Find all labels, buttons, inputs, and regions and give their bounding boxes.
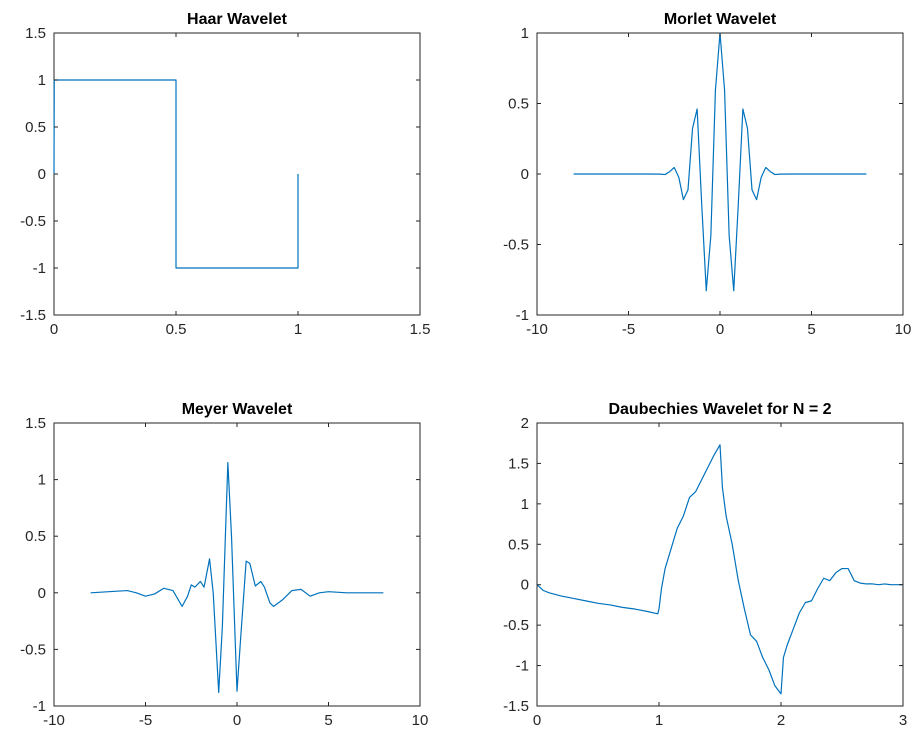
x-tick-label: 2 (777, 712, 785, 729)
y-tick-label: -1.5 (20, 307, 46, 324)
x-tick-label: 10 (895, 321, 912, 338)
subplot-2: -10 -5 0 5 10 -1 -0.5 0 0.5 1 Morlet Wavelet (503, 11, 911, 338)
x-tick-label: -10 (43, 712, 65, 729)
chart-title: Haar Wavelet (187, 11, 288, 28)
y-tick-label: -1 (33, 698, 46, 715)
y-tick-label: -0.5 (503, 617, 529, 634)
y-tick-label: 0.5 (508, 96, 529, 113)
y-tick-label: 0.5 (508, 536, 529, 553)
y-tick-label: 0 (38, 166, 46, 183)
y-tick-label: 0 (521, 166, 529, 183)
x-tick-label: 3 (899, 712, 907, 729)
x-tick-label: 0 (50, 321, 58, 338)
axes-box (536, 422, 904, 707)
y-tick-label: -0.5 (20, 213, 46, 230)
x-tick-label: 1 (655, 712, 663, 729)
chart-title: Meyer Wavelet (182, 401, 293, 418)
x-tick-label: 10 (412, 712, 429, 729)
x-tick-label: 0.5 (166, 321, 187, 338)
x-tick-label: 5 (324, 712, 332, 729)
x-tick-label: -5 (622, 321, 635, 338)
y-tick-label: 0 (38, 585, 46, 602)
y-tick-label: -1.5 (503, 698, 529, 715)
y-tick-label: 1.5 (25, 25, 46, 42)
x-tick-label: 1.5 (410, 321, 431, 338)
y-tick-label: 1 (521, 496, 529, 513)
series-line (536, 444, 903, 695)
series-line (53, 79, 299, 269)
y-tick-label: -0.5 (503, 237, 529, 254)
y-tick-label: 0.5 (25, 119, 46, 136)
y-tick-label: -0.5 (20, 641, 46, 658)
y-tick-label: 1.5 (25, 415, 46, 432)
y-tick-label: -1 (33, 260, 46, 277)
y-tick-label: -1 (516, 658, 529, 675)
x-tick-label: 1 (294, 321, 302, 338)
subplot-1: 0 0.5 1 1.5 -1.5 -1 -0.5 0 0.5 1 1.5 Haar Wavelet (20, 11, 430, 338)
x-tick-label: -5 (139, 712, 152, 729)
y-tick-label: 1.5 (508, 455, 529, 472)
chart-title: Daubechies Wavelet for N = 2 (608, 401, 831, 418)
subplot-3: -10 -5 0 5 10 -1 -0.5 0 0.5 1 1.5 Meyer Wavelet (20, 401, 428, 729)
axes-box (53, 32, 421, 316)
y-tick-label: 2 (521, 415, 529, 432)
chart-title: Morlet Wavelet (664, 11, 777, 28)
x-tick-label: -10 (526, 321, 548, 338)
x-tick-label: 0 (716, 321, 724, 338)
subplot-4: 0 1 2 3 -1.5 -1 -0.5 0 0.5 1 1.5 2 Daubechies Wavele… (503, 401, 907, 729)
y-tick-label: 1 (38, 472, 46, 489)
y-tick-label: 1 (38, 72, 46, 89)
x-tick-label: 0 (233, 712, 241, 729)
y-tick-label: 0 (521, 577, 529, 594)
axes-box (53, 422, 421, 707)
y-tick-label: 0.5 (25, 528, 46, 545)
x-tick-label: 0 (533, 712, 541, 729)
y-tick-label: 1 (521, 25, 529, 42)
series-line (90, 462, 384, 694)
y-tick-label: -1 (516, 307, 529, 324)
x-tick-label: 5 (807, 321, 815, 338)
